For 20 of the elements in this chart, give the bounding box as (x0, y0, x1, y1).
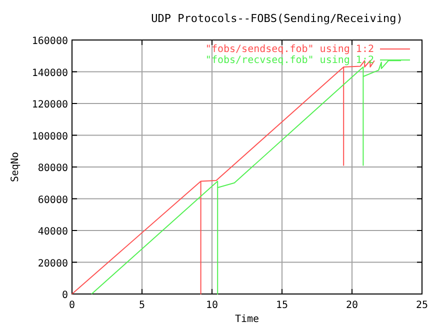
y-tick-label: 140000 (32, 68, 68, 79)
y-tick-label: 80000 (38, 163, 68, 174)
y-axis-title: SeqNo (10, 152, 21, 182)
x-axis-title: Time (234, 314, 260, 325)
legend-label: "fobs/sendseq.fob" using 1:2 (205, 44, 374, 55)
y-tick-label: 60000 (38, 194, 68, 206)
y-tick-label: 160000 (32, 36, 68, 47)
legend-label: "fobs/recvseq.fob" using 1:2 (205, 55, 374, 66)
x-tick-label: 20 (346, 300, 358, 311)
x-tick-label: 10 (206, 300, 218, 311)
x-tick-label: 25 (416, 300, 428, 311)
x-tick-label: 0 (68, 300, 76, 311)
chart-title: UDP Protocols--FOBS(Sending/Receiving) (151, 12, 403, 25)
x-tick-label: 5 (138, 300, 146, 311)
y-tick-label: 120000 (32, 100, 68, 110)
y-tick-label: 100000 (32, 131, 68, 142)
y-tick-label: 0 (62, 290, 68, 301)
y-tick-label: 20000 (38, 258, 68, 270)
x-tick-label: 15 (276, 300, 288, 311)
y-tick-label: 40000 (38, 226, 68, 238)
